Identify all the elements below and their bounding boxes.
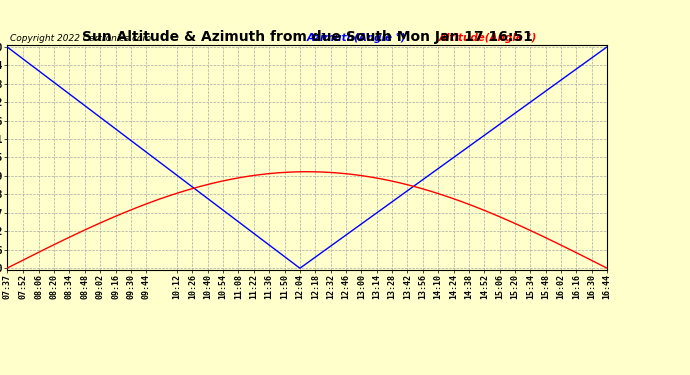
Title: Sun Altitude & Azimuth from due South Mon Jan 17 16:51: Sun Altitude & Azimuth from due South Mo… (81, 30, 533, 44)
Text: Altitude(Angle °): Altitude(Angle °) (439, 33, 538, 43)
Text: Azimuth(Angle °): Azimuth(Angle °) (307, 33, 406, 43)
Text: Copyright 2022 Cartronics.com: Copyright 2022 Cartronics.com (10, 34, 151, 43)
